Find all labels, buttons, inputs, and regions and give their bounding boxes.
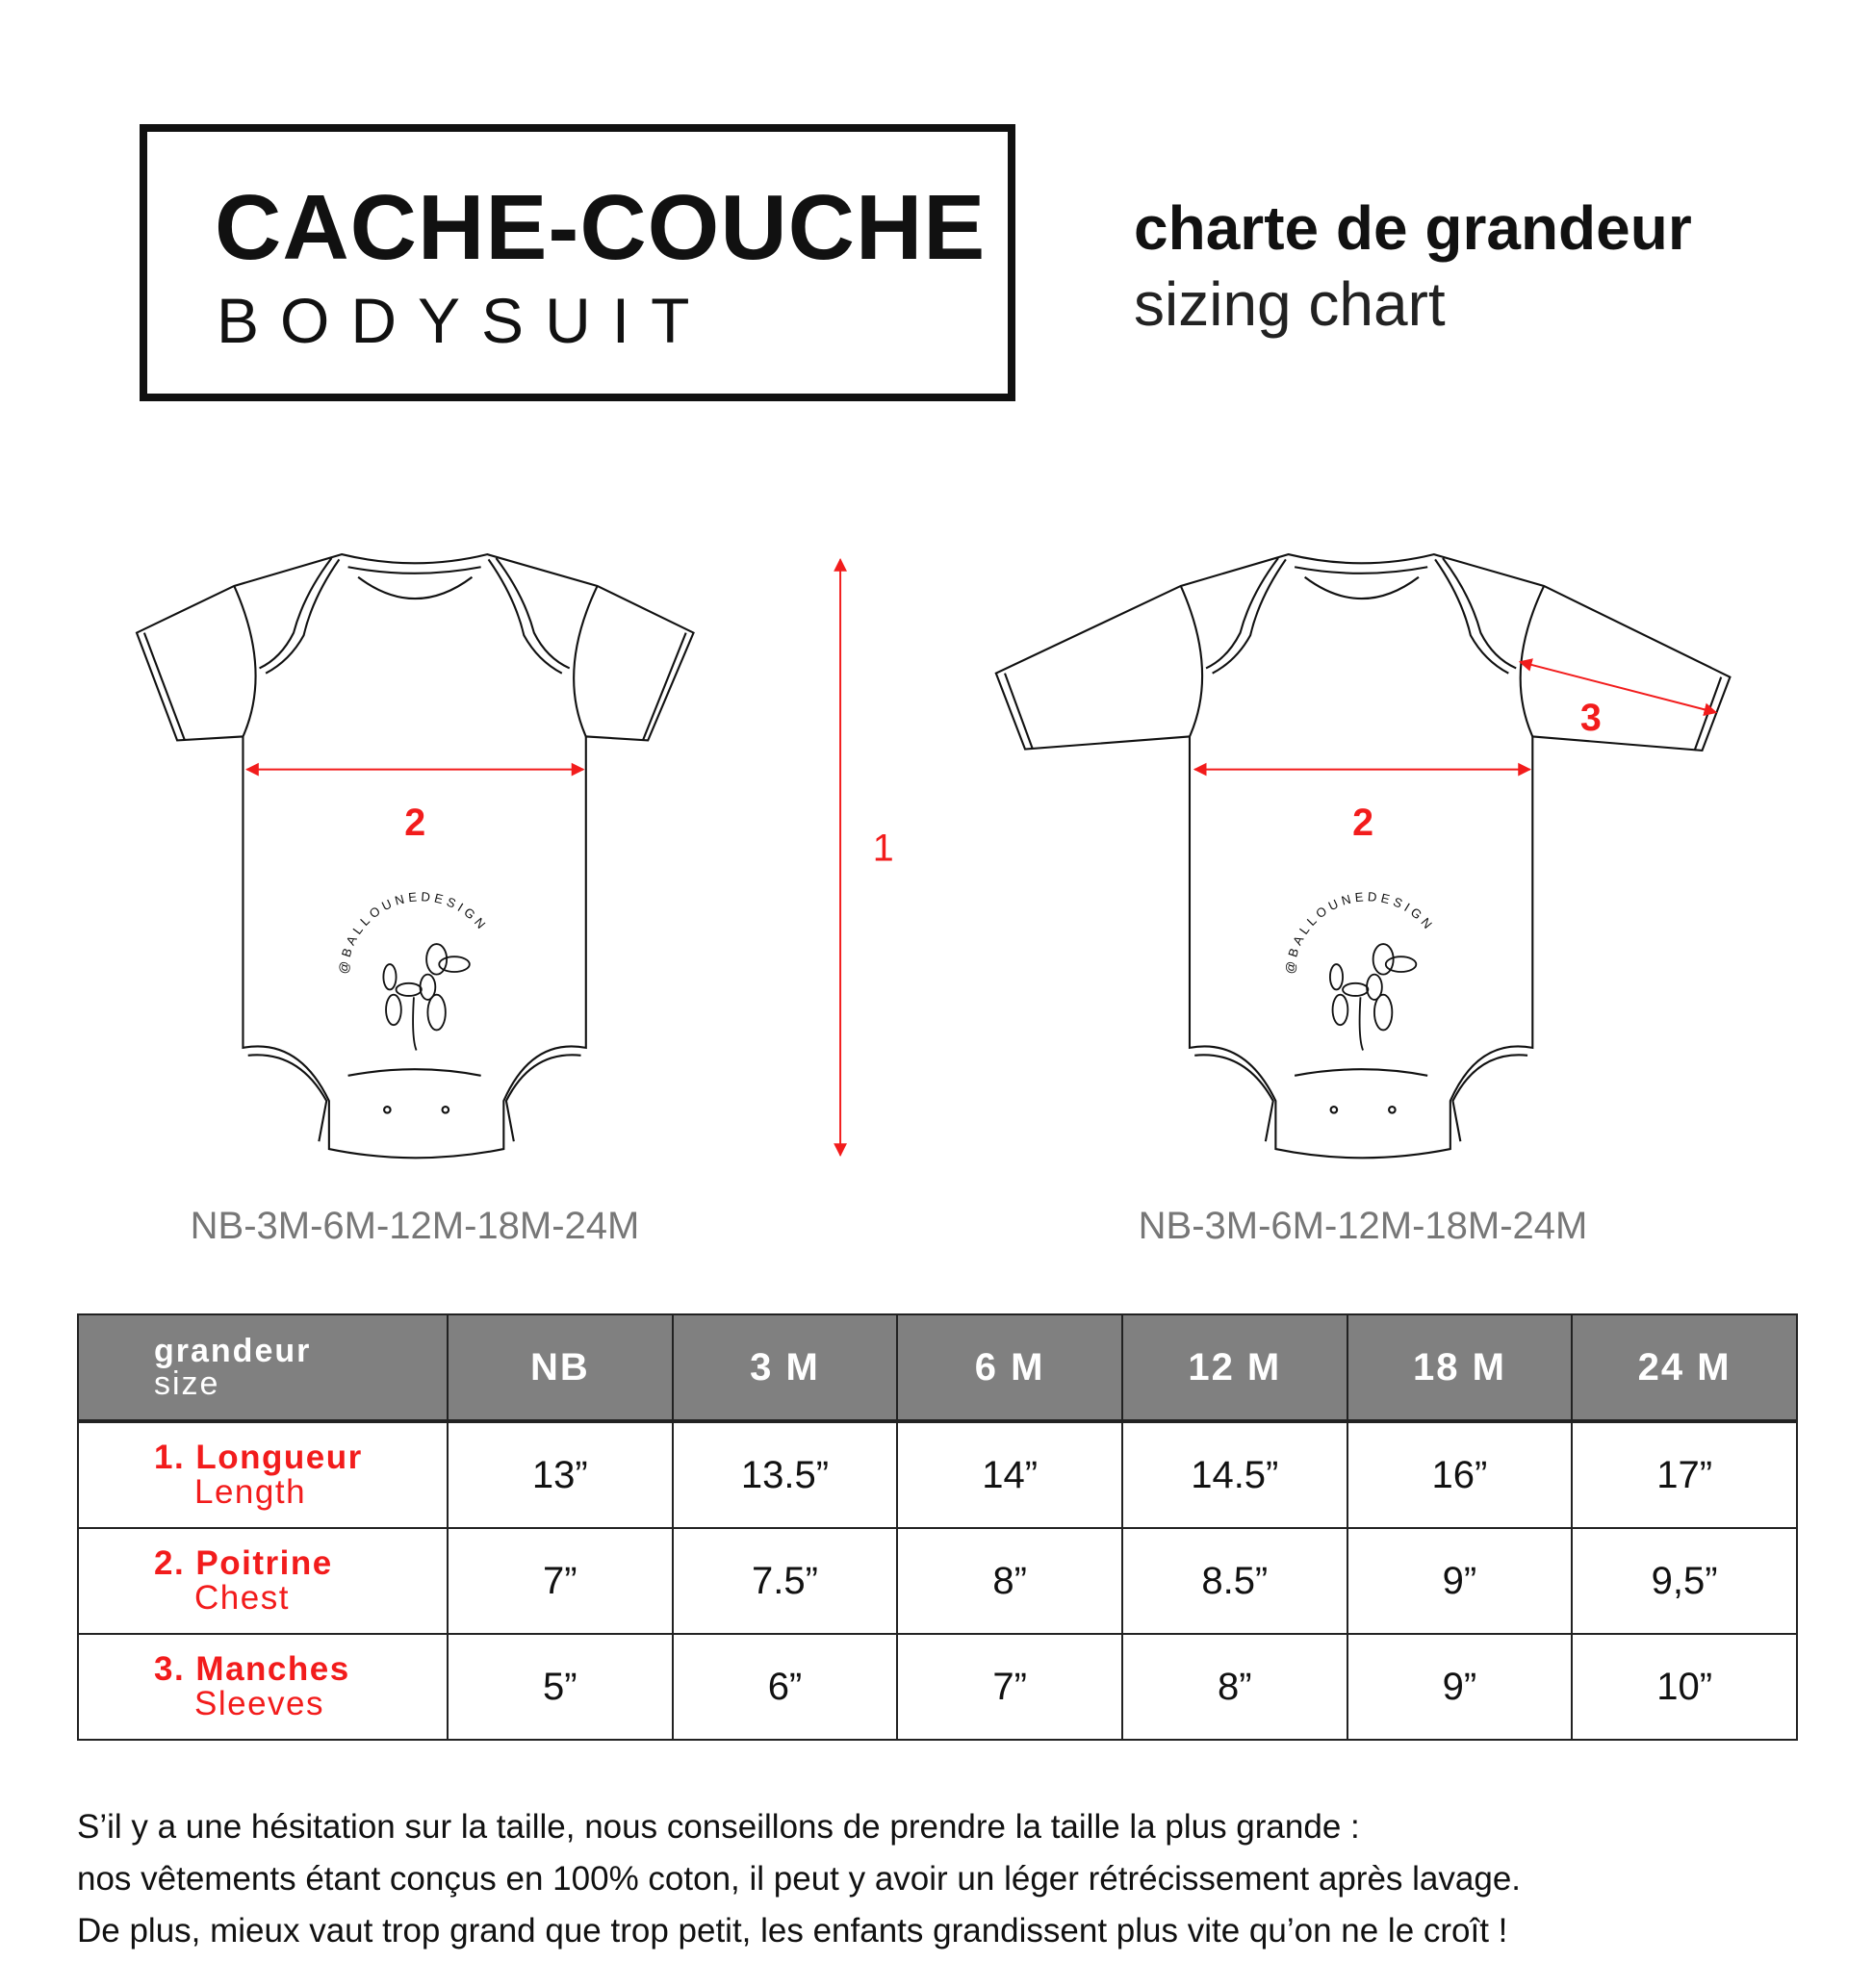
chart-title-en: sizing chart (1134, 269, 1446, 339)
table-cell: 16” (1346, 1420, 1574, 1529)
table-header-row: grandeur size NB 3 M 6 M 12 M 18 M 24 M (77, 1313, 1798, 1423)
table-cell: 13.5” (671, 1420, 899, 1529)
row-label: 2. Poitrine Chest (77, 1527, 449, 1635)
size-header-en: size (154, 1365, 220, 1402)
table-cell: 17” (1571, 1420, 1798, 1529)
row-label-fr: 2. Poitrine (154, 1544, 333, 1582)
table-row: 2. Poitrine Chest 7” 7.5” 8” 8.5” 9” 9,5” (77, 1527, 1798, 1635)
table-cell: 13” (447, 1420, 674, 1529)
row-label-en: Chest (194, 1579, 290, 1617)
chart-title-fr: charte de grandeur (1134, 193, 1692, 263)
sizing-note: S’il y a une hésitation sur la taille, n… (77, 1801, 1521, 1957)
table-cell: 5” (447, 1633, 674, 1741)
note-line: S’il y a une hésitation sur la taille, n… (77, 1808, 1360, 1846)
size-column-header: 12 M (1120, 1313, 1348, 1423)
size-table: grandeur size NB 3 M 6 M 12 M 18 M 24 M … (77, 1313, 1798, 1741)
table-cell: 7” (447, 1527, 674, 1635)
size-column-header: 18 M (1346, 1313, 1574, 1423)
table-cell: 6” (671, 1633, 899, 1741)
table-cell: 7” (896, 1633, 1123, 1741)
row-label-en: Sleeves (194, 1685, 325, 1722)
table-cell: 14.5” (1120, 1420, 1348, 1529)
table-cell: 7.5” (671, 1527, 899, 1635)
product-title-box: CACHE-COUCHE BODYSUIT (140, 124, 1015, 401)
size-column-header: 24 M (1571, 1313, 1798, 1423)
size-column-header: 6 M (896, 1313, 1123, 1423)
sleeve-label: 3 (1580, 697, 1602, 739)
size-header-fr: grandeur (154, 1333, 312, 1369)
size-range-left: NB-3M-6M-12M-18M-24M (190, 1205, 640, 1247)
short-sleeve-bodysuit-drawing (135, 552, 695, 1160)
table-cell: 8” (1120, 1633, 1348, 1741)
svg-text:@BALLOUNEDESIGN: @BALLOUNEDESIGN (336, 889, 491, 975)
row-label: 3. Manches Sleeves (77, 1633, 449, 1741)
product-title-en: BODYSUIT (217, 285, 711, 356)
table-cell: 8” (896, 1527, 1123, 1635)
table-cell: 14” (896, 1420, 1123, 1529)
table-cell: 9” (1346, 1527, 1574, 1635)
balloun-logo: @BALLOUNEDESIGN (1283, 889, 1438, 1051)
chest-label-left: 2 (404, 802, 425, 844)
row-label-en: Length (194, 1473, 307, 1511)
row-label-fr: 1. Longueur (154, 1439, 363, 1476)
note-line: De plus, mieux vaut trop grand que trop … (77, 1912, 1508, 1950)
table-row: 3. Manches Sleeves 5” 6” 7” 8” 9” 10” (77, 1633, 1798, 1741)
size-column-header: NB (447, 1313, 674, 1423)
balloun-logo: @BALLOUNEDESIGN (336, 889, 491, 1051)
size-column-header: 3 M (671, 1313, 899, 1423)
svg-text:@BALLOUNEDESIGN: @BALLOUNEDESIGN (1283, 889, 1438, 975)
note-line: nos vêtements étant conçus en 100% coton… (77, 1860, 1522, 1898)
size-range-right: NB-3M-6M-12M-18M-24M (1138, 1205, 1588, 1247)
size-header: grandeur size (77, 1313, 449, 1423)
table-cell: 10” (1571, 1633, 1798, 1741)
row-label-fr: 3. Manches (154, 1650, 350, 1688)
row-label: 1. Longueur Length (77, 1420, 449, 1529)
length-label: 1 (873, 827, 894, 869)
chest-label-right: 2 (1352, 802, 1373, 844)
table-cell: 9,5” (1571, 1527, 1798, 1635)
table-cell: 8.5” (1120, 1527, 1348, 1635)
product-title-fr: CACHE-COUCHE (215, 176, 987, 279)
table-row: 1. Longueur Length 13” 13.5” 14” 14.5” 16… (77, 1420, 1798, 1529)
long-sleeve-bodysuit-drawing (994, 552, 1732, 1160)
table-cell: 9” (1346, 1633, 1574, 1741)
